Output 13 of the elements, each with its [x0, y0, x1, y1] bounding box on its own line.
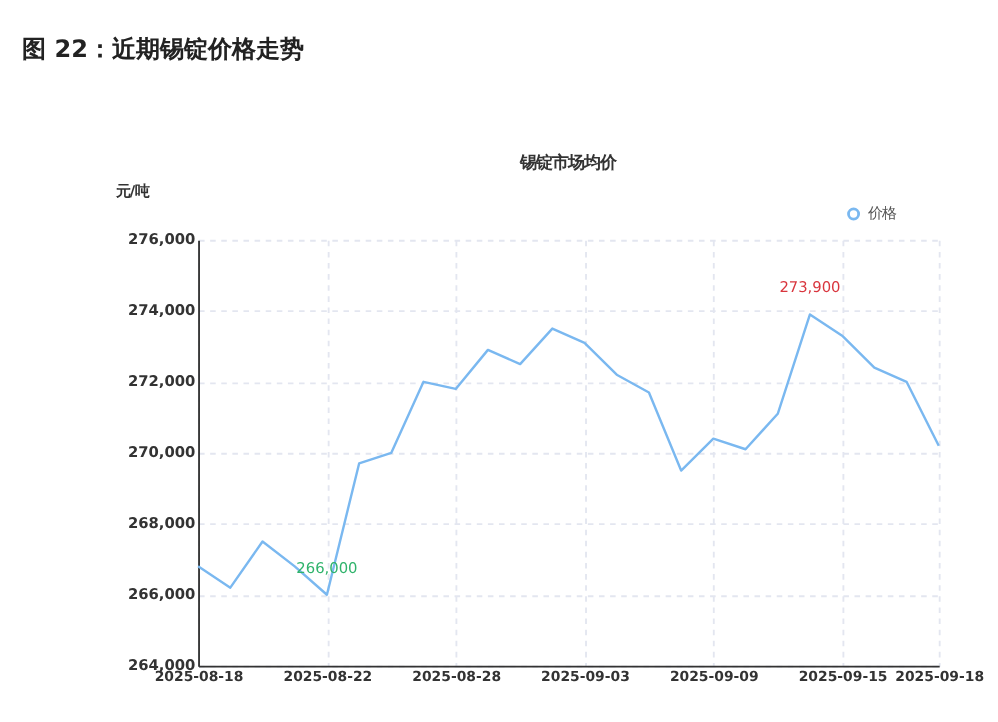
annotation: 273,900 — [779, 278, 842, 297]
chart-title: 图 22：近期锡锭价格走势 — [22, 34, 305, 63]
y-tick-label: 272,000 — [128, 372, 196, 391]
y-tick-label: 270,000 — [128, 443, 196, 462]
y-tick-label: 276,000 — [128, 230, 196, 249]
y-tick-label: 274,000 — [128, 301, 196, 320]
y-tick-label: 266,000 — [128, 585, 196, 604]
line-series — [196, 313, 940, 596]
y-tick-label: 268,000 — [128, 514, 196, 533]
y-tick-label: 264,000 — [128, 656, 196, 675]
y-axis-title: 元/吨 — [113, 182, 150, 201]
chart-subtitle: 锡锭市场均价 — [518, 151, 619, 172]
legend-label: 价格 — [866, 203, 897, 222]
